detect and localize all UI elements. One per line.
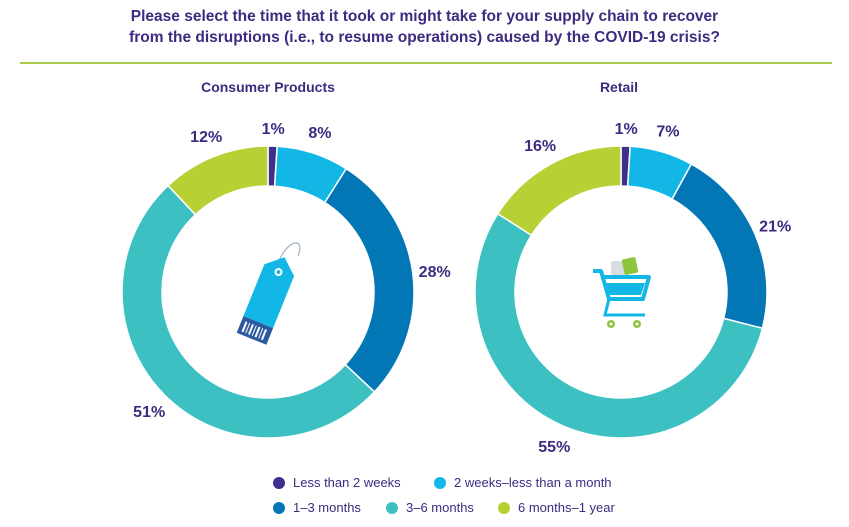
donut-slice-6-months-1-year [166, 145, 269, 216]
donut-slice-3-6-months [474, 212, 764, 439]
data-label-6-months-1-year: 12% [190, 129, 222, 146]
data-label-3-6-months: 51% [133, 404, 165, 421]
legend-swatch [273, 476, 285, 489]
donut-consumer-products: 1% 8% 28% 51% 12% [121, 121, 451, 439]
legend-item-2-weeks-less-than-a-month: 2 weeks–less than a month [434, 475, 612, 490]
legend-label: 1–3 months [293, 500, 361, 515]
legend-swatch [273, 501, 285, 514]
legend-label: 3–6 months [406, 500, 474, 515]
legend-item-3-6-months: 3–6 months [386, 500, 474, 515]
donut-slice-3-6-months [121, 184, 376, 439]
data-label-2-weeks-less-than-a-month: 8% [308, 125, 331, 142]
legend-swatch [434, 476, 446, 489]
legend-item-1-3-months: 1–3 months [273, 500, 361, 515]
chart-title-consumer-products: Consumer Products [201, 79, 335, 95]
donut-slice-6-months-1-year [496, 145, 622, 237]
legend-swatch [386, 501, 398, 514]
shopping-cart-icon [593, 257, 651, 328]
data-label-1-3-months: 28% [419, 264, 451, 281]
data-label-3-6-months: 55% [538, 439, 570, 456]
chart-title-retail: Retail [599, 79, 639, 95]
legend-label: 6 months–1 year [518, 500, 615, 515]
title-line-2: from the disruptions (i.e., to resume op… [129, 29, 720, 46]
divider-rule [20, 62, 832, 64]
data-label-less-than-2-weeks: 1% [615, 121, 638, 138]
price-tag-icon [236, 242, 301, 345]
legend-label: Less than 2 weeks [293, 475, 401, 490]
data-label-1-3-months: 21% [759, 218, 791, 235]
legend-swatch [498, 501, 510, 514]
chart-question-title: Please select the time that it took or m… [0, 6, 849, 48]
legend-item-less-than-2-weeks: Less than 2 weeks [273, 475, 401, 490]
donut-slice-1-3-months [671, 163, 768, 330]
data-label-6-months-1-year: 16% [524, 138, 556, 155]
data-label-less-than-2-weeks: 1% [262, 121, 285, 138]
donut-slice-1-3-months [323, 167, 415, 394]
legend-label: 2 weeks–less than a month [454, 475, 612, 490]
data-label-2-weeks-less-than-a-month: 7% [656, 124, 679, 141]
donut-retail: 1% 7% 21% 55% 16% [474, 121, 791, 456]
legend-item-6-months-1-year: 6 months–1 year [498, 500, 615, 515]
title-line-1: Please select the time that it took or m… [130, 8, 719, 25]
